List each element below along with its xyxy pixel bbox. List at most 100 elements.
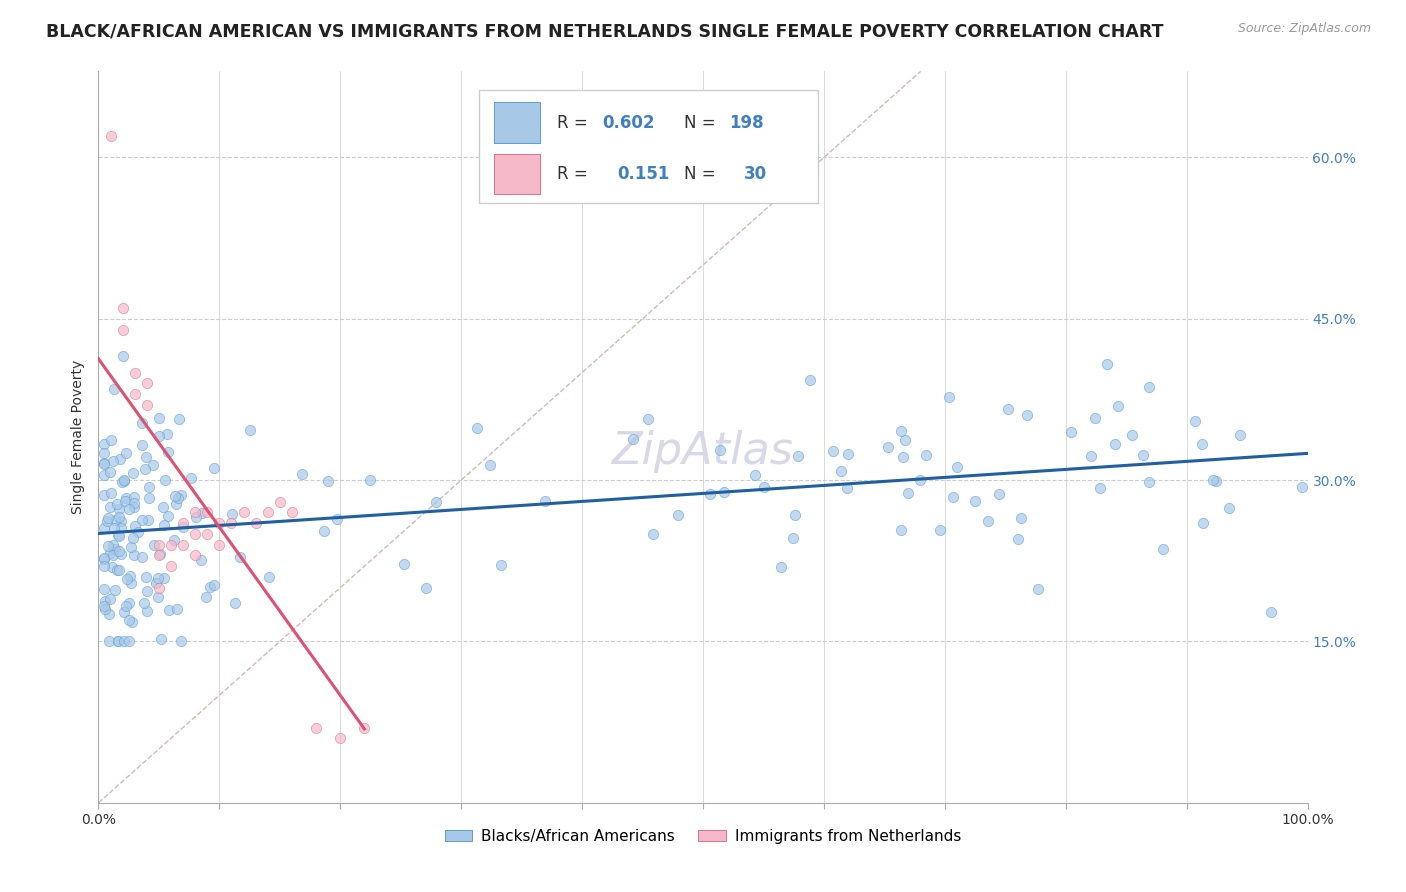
Point (166, 602, 188, 616)
Point (202, 461, 225, 475)
Point (988, 487, 1011, 501)
Point (103, 513, 125, 527)
Point (157, 603, 180, 617)
Point (124, 548, 146, 562)
Point (621, 433, 644, 447)
Point (131, 513, 153, 527)
Point (112, 474, 135, 488)
Point (172, 516, 194, 530)
Point (148, 549, 170, 563)
FancyBboxPatch shape (494, 103, 540, 143)
Point (160, 538, 183, 552)
Point (1260, 606, 1282, 620)
Point (97, 634, 120, 648)
Point (120, 569, 142, 583)
Point (142, 458, 165, 472)
Point (1011, 511, 1033, 525)
Point (938, 390, 960, 404)
Text: 0.151: 0.151 (617, 165, 669, 183)
Point (965, 494, 987, 508)
Point (232, 505, 254, 519)
Point (153, 473, 176, 487)
Point (107, 528, 129, 542)
Point (208, 516, 231, 530)
Point (752, 480, 775, 494)
Text: N =: N = (683, 165, 720, 183)
Point (1007, 533, 1029, 547)
Point (138, 491, 160, 505)
Point (93, 467, 115, 482)
Point (221, 516, 243, 530)
Point (184, 510, 207, 524)
Text: 0.602: 0.602 (603, 113, 655, 131)
Point (190, 552, 212, 566)
Point (329, 731, 352, 746)
Point (156, 427, 179, 442)
Point (93, 521, 115, 535)
Point (108, 510, 131, 524)
Text: 30: 30 (744, 165, 768, 183)
Point (124, 387, 146, 401)
Point (425, 495, 447, 509)
Point (184, 549, 207, 563)
Text: R =: R = (557, 113, 593, 131)
Point (194, 590, 217, 604)
Point (112, 634, 135, 648)
Point (146, 570, 169, 584)
Point (149, 632, 172, 646)
Point (93, 488, 115, 502)
Point (1291, 480, 1313, 494)
Point (105, 563, 128, 577)
Point (107, 543, 129, 558)
Point (1083, 410, 1105, 425)
Point (202, 578, 225, 592)
Point (93, 599, 115, 613)
Point (93, 437, 115, 451)
Point (149, 547, 172, 561)
Point (1080, 449, 1102, 463)
FancyBboxPatch shape (494, 153, 540, 194)
Point (98, 465, 121, 479)
Text: BLACK/AFRICAN AMERICAN VS IMMIGRANTS FROM NETHERLANDS SINGLE FEMALE POVERTY CORR: BLACK/AFRICAN AMERICAN VS IMMIGRANTS FRO… (46, 22, 1164, 40)
Point (915, 449, 938, 463)
Point (118, 634, 141, 648)
FancyBboxPatch shape (479, 90, 818, 203)
Point (124, 490, 146, 504)
Point (198, 580, 221, 594)
Text: R =: R = (557, 165, 593, 183)
Point (823, 444, 845, 458)
Point (392, 558, 415, 572)
Point (835, 481, 858, 495)
Point (163, 533, 186, 548)
Point (135, 376, 157, 391)
Point (136, 604, 159, 618)
Point (100, 128, 122, 143)
Point (100, 486, 122, 500)
Point (97, 511, 120, 525)
Point (110, 547, 132, 561)
Point (118, 613, 141, 627)
Point (1137, 380, 1160, 394)
Point (112, 605, 135, 619)
Legend: Blacks/African Americans, Immigrants from Netherlands: Blacks/African Americans, Immigrants fro… (439, 822, 967, 850)
Point (93, 457, 115, 471)
Point (135, 570, 157, 584)
Point (359, 473, 381, 487)
Point (534, 493, 557, 508)
Point (146, 590, 169, 604)
Point (101, 538, 124, 552)
Point (195, 505, 218, 519)
Point (666, 508, 689, 523)
Point (108, 502, 131, 516)
Point (152, 500, 174, 515)
Point (208, 538, 231, 552)
Point (120, 575, 142, 590)
Point (172, 538, 194, 552)
Point (115, 572, 138, 586)
Point (96, 514, 118, 528)
Point (1121, 427, 1143, 442)
Point (239, 424, 262, 438)
Point (877, 441, 900, 455)
Point (112, 473, 135, 487)
Point (245, 516, 267, 530)
